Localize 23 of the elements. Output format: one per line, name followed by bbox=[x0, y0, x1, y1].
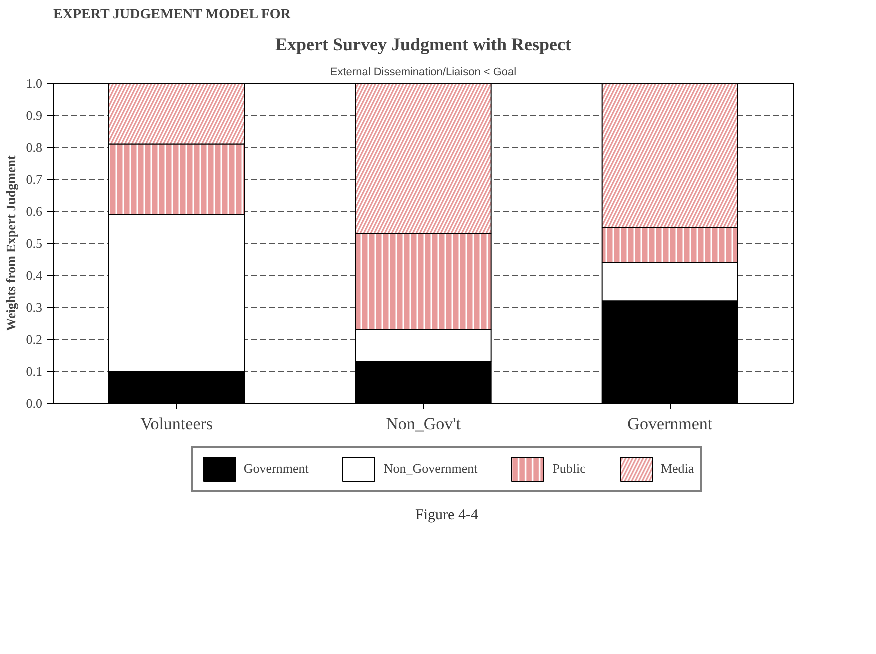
y-tick-label: 0.2 bbox=[26, 332, 42, 347]
x-tick-label: Non_Gov't bbox=[386, 414, 462, 434]
legend-label: Government bbox=[244, 461, 309, 477]
y-tick-label: 0.0 bbox=[26, 396, 42, 411]
chart-title: Expert Survey Judgment with Respect bbox=[276, 34, 572, 54]
y-tick-label: 0.3 bbox=[26, 300, 42, 315]
legend-label: Public bbox=[552, 461, 586, 477]
y-tick-label: 0.1 bbox=[26, 364, 42, 379]
y-tick-label: 0.7 bbox=[26, 172, 43, 187]
y-axis-title: Weights from Expert Judgment bbox=[3, 155, 18, 332]
y-tick-label: 1.0 bbox=[26, 76, 42, 91]
x-tick-label: Volunteers bbox=[140, 414, 214, 434]
legend-label: Media bbox=[660, 461, 694, 477]
y-tick-label: 0.6 bbox=[26, 204, 43, 219]
chart-subtitle: External Dissemination/Liaison < Goal bbox=[330, 66, 517, 78]
legend-label: Non_Government bbox=[384, 461, 478, 477]
y-tick-label: 0.9 bbox=[26, 108, 42, 123]
caption: Figure 4-4 bbox=[416, 508, 479, 524]
y-tick-label: 0.4 bbox=[26, 268, 43, 283]
y-tick-label: 0.5 bbox=[26, 236, 42, 251]
text: EXPERT JUDGEMENT MODEL FOR bbox=[54, 8, 292, 22]
x-tick-label: Government bbox=[628, 414, 713, 434]
y-tick-label: 0.8 bbox=[26, 140, 42, 155]
